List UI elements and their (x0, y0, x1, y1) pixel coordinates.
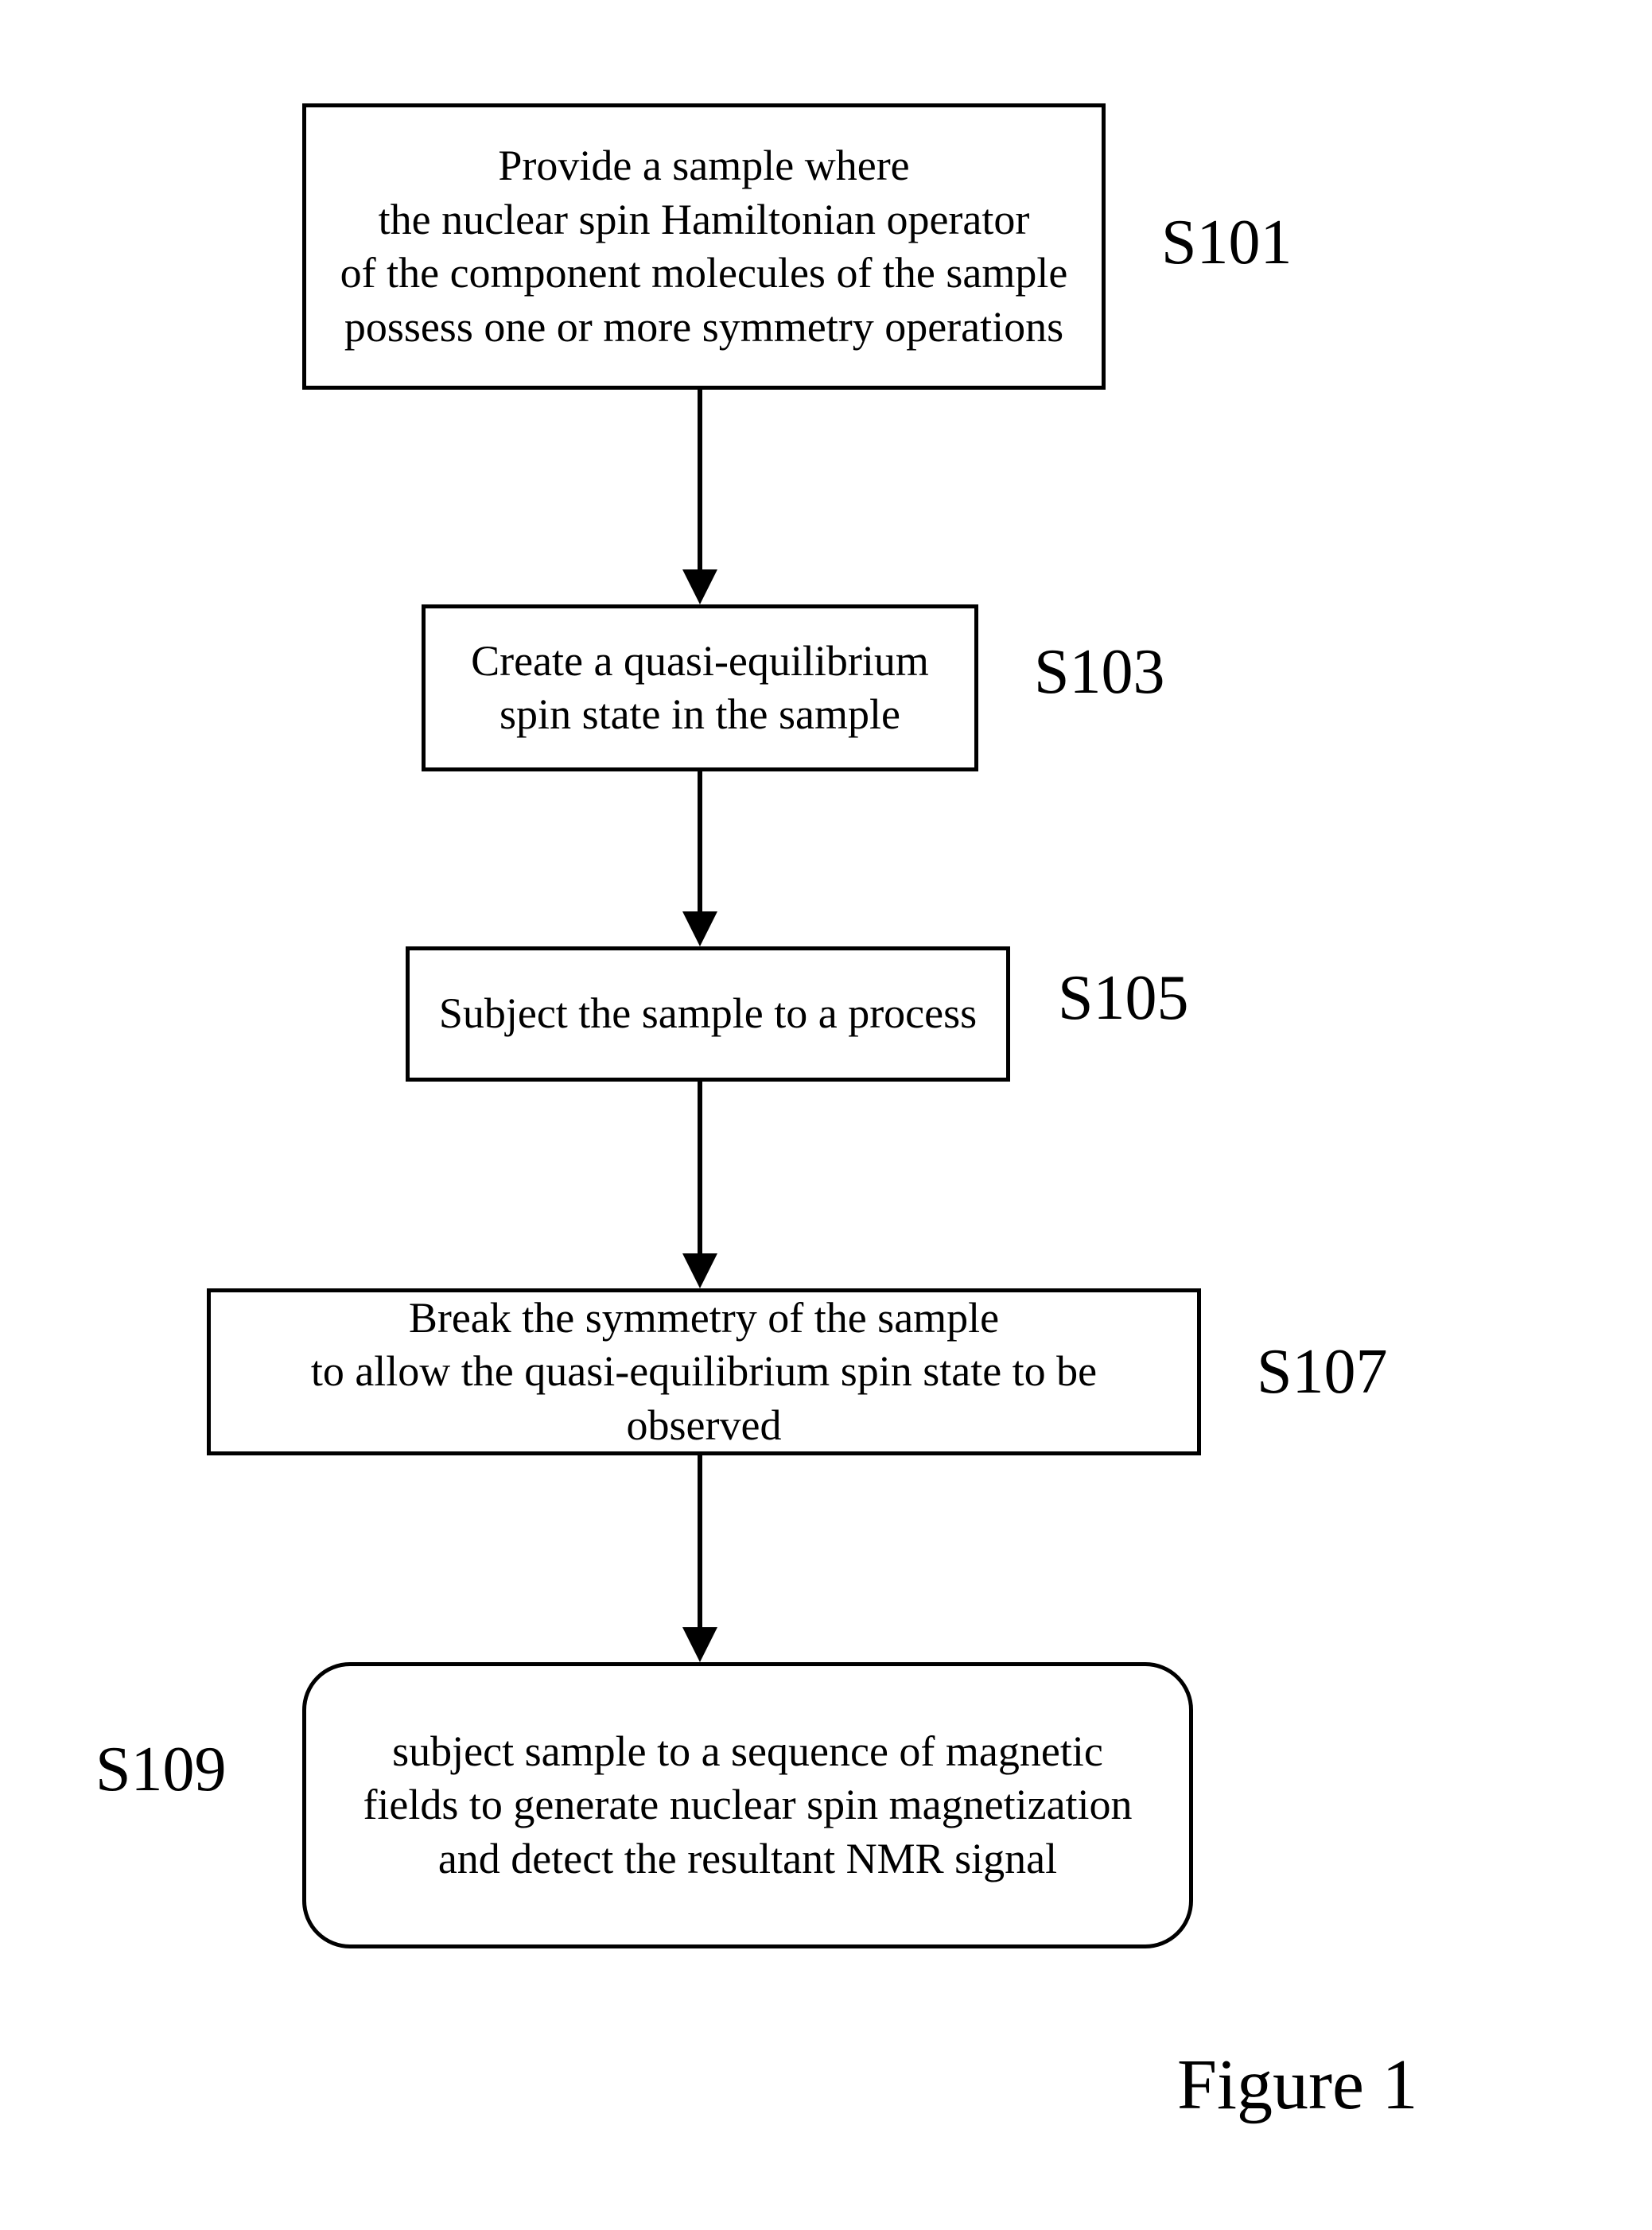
flow-arrow-line (698, 771, 702, 915)
flow-node-text: Subject the sample to a process (439, 987, 977, 1041)
flow-arrow-head (682, 569, 717, 604)
flow-arrow-line (698, 1455, 702, 1630)
flow-node-s107: Break the symmetry of the sampleto allow… (207, 1288, 1201, 1455)
flow-node-label-s109: S109 (95, 1734, 227, 1806)
flow-node-text: subject sample to a sequence of magnetic… (363, 1725, 1132, 1886)
flow-node-text: Create a quasi-equilibriumspin state in … (471, 635, 929, 742)
flow-node-label-s105: S105 (1058, 962, 1189, 1035)
flow-arrow-head (682, 1253, 717, 1288)
flow-node-label-s101: S101 (1161, 207, 1292, 279)
flow-node-s103: Create a quasi-equilibriumspin state in … (422, 604, 978, 771)
flow-node-s105: Subject the sample to a process (406, 946, 1010, 1082)
flow-node-label-s103: S103 (1034, 636, 1165, 709)
flow-arrow-head (682, 1627, 717, 1662)
flow-node-text: Provide a sample wherethe nuclear spin H… (340, 139, 1068, 354)
flow-arrow-line (698, 390, 702, 573)
flow-arrow-head (682, 911, 717, 946)
flow-node-s101: Provide a sample wherethe nuclear spin H… (302, 103, 1106, 390)
flow-node-text: Break the symmetry of the sampleto allow… (235, 1292, 1173, 1453)
figure-label: Figure 1 (1177, 2044, 1417, 2126)
flow-node-label-s107: S107 (1257, 1336, 1388, 1408)
flow-arrow-line (698, 1082, 702, 1257)
flow-node-s109: subject sample to a sequence of magnetic… (302, 1662, 1193, 1948)
